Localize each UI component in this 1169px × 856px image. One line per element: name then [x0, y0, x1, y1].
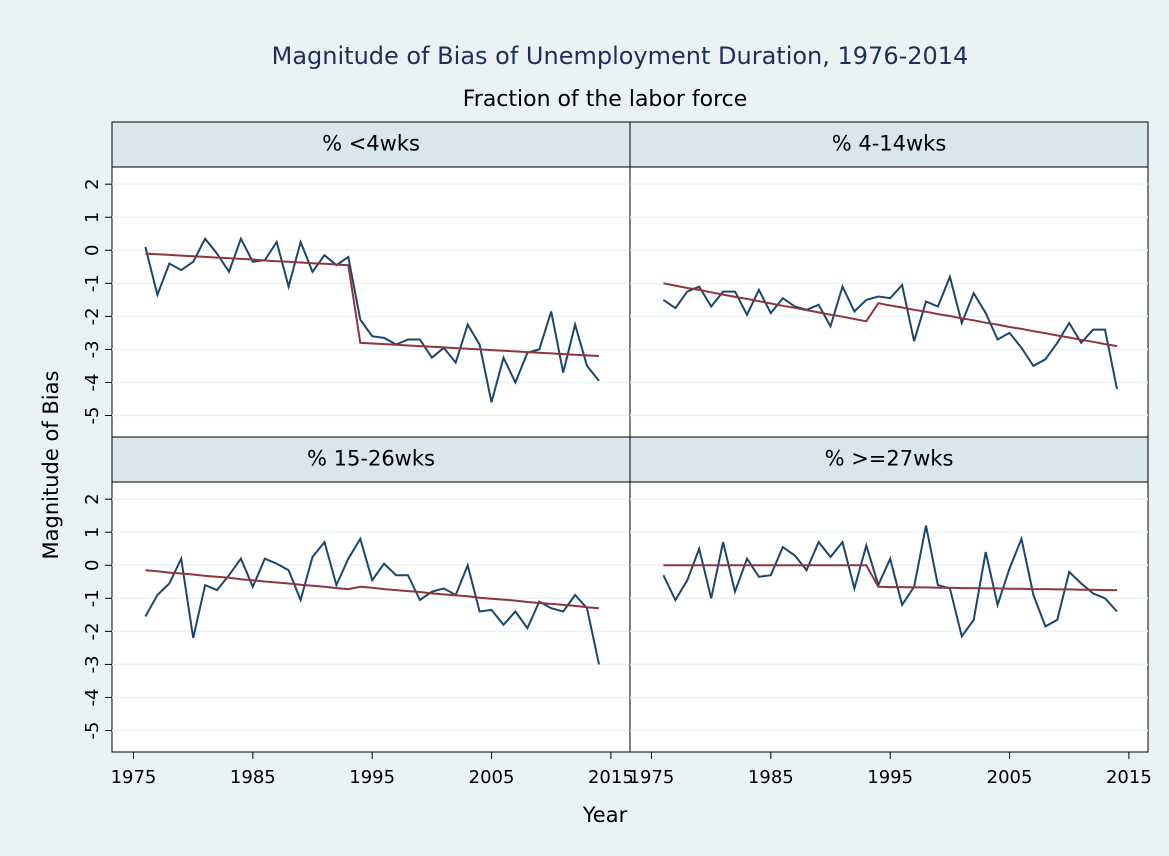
series-line — [145, 569, 600, 610]
y-tick-label: -1 — [82, 589, 103, 607]
x-tick-label: 2015 — [1106, 767, 1152, 788]
panel-title: % <4wks — [322, 132, 420, 156]
y-tick-label: -5 — [82, 722, 103, 740]
y-tick-label: -3 — [82, 340, 103, 358]
x-tick-label: 2005 — [469, 767, 515, 788]
series-line — [144, 236, 600, 403]
x-tick-label: 2015 — [588, 767, 634, 788]
y-tick-label: -1 — [82, 274, 103, 292]
plot-area — [629, 166, 1149, 438]
x-tick-label: 1975 — [629, 767, 675, 788]
x-tick-label: 1985 — [230, 767, 276, 788]
x-tick-label: 1975 — [111, 767, 157, 788]
x-tick-label: 1995 — [867, 767, 913, 788]
x-tick-label: 1985 — [748, 767, 794, 788]
plot-area — [629, 481, 1149, 753]
series-line — [662, 525, 1118, 639]
series-line — [144, 536, 600, 665]
panel-header — [629, 436, 1149, 483]
y-tick-label: -5 — [82, 407, 103, 425]
y-tick-label: 0 — [82, 245, 103, 256]
chart-subtitle: Fraction of the labor force — [463, 87, 748, 112]
plot-area — [111, 166, 631, 438]
y-tick-label: 2 — [82, 178, 103, 189]
y-tick-label: -4 — [82, 688, 103, 706]
y-tick-label: -3 — [82, 655, 103, 673]
x-tick-label: 1995 — [349, 767, 395, 788]
y-tick-label: -2 — [82, 307, 103, 325]
panel-header — [111, 436, 631, 483]
x-axis-label: Year — [582, 803, 628, 827]
y-tick-label: -4 — [82, 373, 103, 391]
y-tick-label: 1 — [82, 212, 103, 223]
series-line — [145, 252, 600, 357]
y-tick-label: -2 — [82, 622, 103, 640]
panel-title: % >=27wks — [825, 447, 954, 471]
y-axis-label: Magnitude of Bias — [39, 371, 63, 560]
y-tick-label: 1 — [82, 527, 103, 538]
series-line — [663, 282, 1118, 348]
x-tick-label: 2005 — [987, 767, 1033, 788]
panel-header — [111, 121, 631, 168]
y-tick-label: 2 — [82, 493, 103, 504]
y-tick-label: 0 — [82, 560, 103, 571]
panel-header — [629, 121, 1149, 168]
chart-title: Magnitude of Bias of Unemployment Durati… — [272, 42, 969, 70]
series-line — [662, 273, 1118, 390]
panel-title: % 15-26wks — [307, 447, 435, 471]
panel-title: % 4-14wks — [832, 132, 947, 156]
series-line — [663, 564, 1117, 592]
